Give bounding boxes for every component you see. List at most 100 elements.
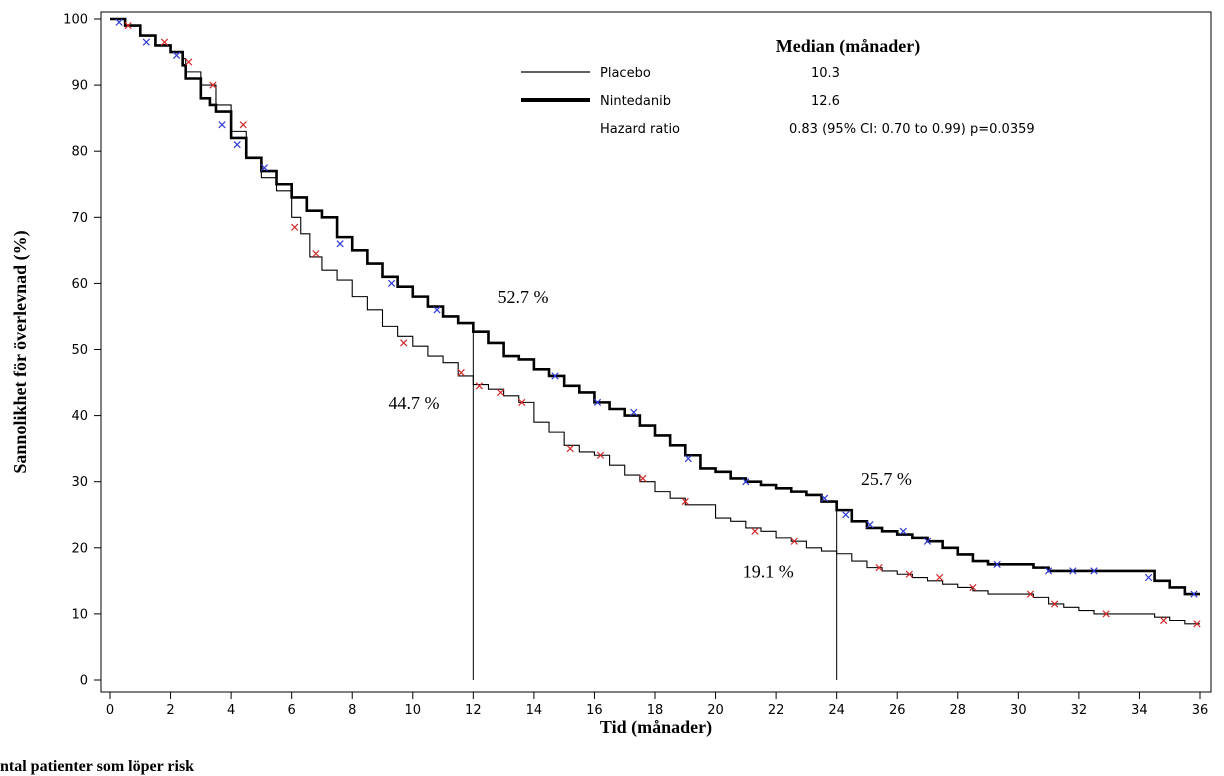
percent-annotation: 52.7 % — [498, 287, 549, 307]
censor-mark-placebo — [160, 38, 169, 46]
censor-mark-placebo — [969, 583, 977, 592]
censor-mark-nintedanib — [742, 478, 750, 486]
reference-lines — [472, 331, 838, 680]
censor-mark-placebo — [185, 58, 193, 66]
y-tick-label: 40 — [71, 409, 88, 424]
x-tick-label: 22 — [768, 703, 785, 718]
censor-mark-nintedanib — [899, 527, 907, 535]
censor-marks — [115, 18, 1201, 628]
x-tick-label: 24 — [828, 703, 845, 718]
censor-mark-nintedanib — [336, 240, 344, 248]
y-tick-label: 100 — [63, 13, 88, 28]
censor-mark-nintedanib — [842, 511, 850, 519]
x-tick-label: 4 — [227, 703, 235, 718]
censor-mark-nintedanib — [260, 164, 269, 172]
axis-ticks: 0 2 4 6 8 10 12 14 16 18 20 22 24 26 28 30 32 34 360102030… — [63, 13, 1208, 719]
y-tick-label: 70 — [71, 211, 88, 226]
censor-mark-nintedanib — [1069, 567, 1077, 575]
censor-mark-nintedanib — [218, 121, 226, 129]
x-tick-label: 8 — [348, 703, 356, 718]
censor-mark-nintedanib — [1044, 567, 1053, 575]
x-tick-label: 28 — [950, 703, 967, 718]
censor-mark-placebo — [1026, 590, 1035, 598]
y-axis-title: Sannolikhet för överlevnad (%) — [10, 230, 31, 473]
y-tick-label: 90 — [71, 79, 88, 94]
x-tick-label: 2 — [166, 703, 174, 718]
censor-mark-nintedanib — [866, 521, 874, 529]
censor-mark-nintedanib — [993, 560, 1001, 568]
percent-annotation: 25.7 % — [861, 469, 912, 489]
x-tick-label: 12 — [465, 703, 482, 718]
censor-mark-placebo — [596, 451, 605, 459]
censor-mark-placebo — [124, 21, 132, 30]
censor-mark-placebo — [518, 398, 526, 407]
censor-mark-nintedanib — [233, 140, 241, 149]
censor-mark-nintedanib — [820, 494, 829, 502]
censor-mark-placebo — [400, 339, 408, 347]
y-tick-label: 60 — [71, 277, 88, 292]
censor-mark-placebo — [1051, 600, 1059, 608]
at-risk-footer: ntal patienter som löper risk — [0, 758, 194, 775]
legend-title: Median (månader) — [776, 36, 920, 57]
annotations: 52.7 % 44.7 % 25.7 % 19.1 % — [389, 287, 912, 581]
censor-mark-placebo — [875, 564, 883, 572]
x-tick-label: 20 — [707, 703, 724, 718]
censor-mark-placebo — [935, 573, 944, 582]
y-tick-label: 80 — [71, 145, 88, 160]
legend-label-nintedanib: Nintedanib — [600, 94, 671, 109]
legend-value-hazard-ratio: 0.83 (95% CI: 0.70 to 0.99) p=0.0359 — [789, 122, 1035, 137]
x-tick-label: 6 — [288, 703, 296, 718]
censor-mark-nintedanib — [551, 372, 559, 380]
legend-value-nintedanib: 12.6 — [811, 94, 840, 109]
censor-mark-nintedanib — [115, 18, 123, 26]
censor-mark-placebo — [457, 369, 465, 377]
plot-frame — [100, 11, 1212, 693]
censor-mark-nintedanib — [923, 537, 932, 545]
censor-mark-placebo — [291, 223, 299, 231]
censor-mark-placebo — [566, 445, 574, 453]
percent-annotation: 19.1 % — [743, 562, 794, 582]
censor-mark-placebo — [475, 382, 484, 390]
y-tick-label: 30 — [71, 475, 88, 490]
censor-mark-placebo — [1102, 610, 1110, 618]
censor-mark-nintedanib — [1144, 573, 1153, 582]
censor-mark-placebo — [751, 527, 759, 535]
x-tick-label: 10 — [405, 703, 422, 718]
legend: Median (månader) Placebo 10.3 Nintedanib… — [521, 36, 1035, 137]
censor-mark-nintedanib — [142, 38, 150, 46]
legend-label-placebo: Placebo — [600, 66, 651, 81]
censor-mark-placebo — [1160, 616, 1168, 625]
y-tick-label: 0 — [80, 674, 88, 689]
censor-mark-placebo — [681, 497, 689, 506]
series-line-placebo — [110, 18, 1200, 625]
x-tick-label: 18 — [647, 703, 664, 718]
censor-mark-nintedanib — [684, 454, 692, 463]
legend-label-hazard-ratio: Hazard ratio — [600, 122, 680, 137]
censor-mark-nintedanib — [387, 279, 396, 288]
series-layer — [110, 17, 1200, 625]
x-tick-label: 34 — [1131, 703, 1148, 718]
censor-mark-placebo — [312, 250, 320, 258]
x-tick-label: 36 — [1192, 703, 1209, 718]
censor-mark-placebo — [1193, 620, 1201, 628]
x-tick-label: 30 — [1010, 703, 1027, 718]
censor-mark-nintedanib — [172, 51, 181, 59]
x-tick-label: 16 — [586, 703, 603, 718]
x-axis-title: Tid (månader) — [600, 717, 712, 738]
censor-mark-placebo — [496, 388, 505, 397]
censor-mark-nintedanib — [1190, 590, 1198, 598]
y-tick-label: 20 — [71, 541, 88, 556]
censor-mark-placebo — [639, 474, 647, 483]
x-tick-label: 0 — [106, 703, 114, 718]
x-tick-label: 14 — [526, 703, 543, 718]
censor-mark-placebo — [239, 121, 247, 129]
x-tick-label: 26 — [889, 703, 906, 718]
censor-mark-nintedanib — [433, 306, 441, 314]
percent-annotation: 44.7 % — [389, 393, 440, 413]
censor-mark-nintedanib — [593, 398, 602, 407]
x-tick-label: 32 — [1071, 703, 1088, 718]
legend-value-placebo: 10.3 — [811, 66, 840, 81]
censor-mark-placebo — [790, 537, 798, 545]
censor-mark-placebo — [209, 81, 217, 89]
